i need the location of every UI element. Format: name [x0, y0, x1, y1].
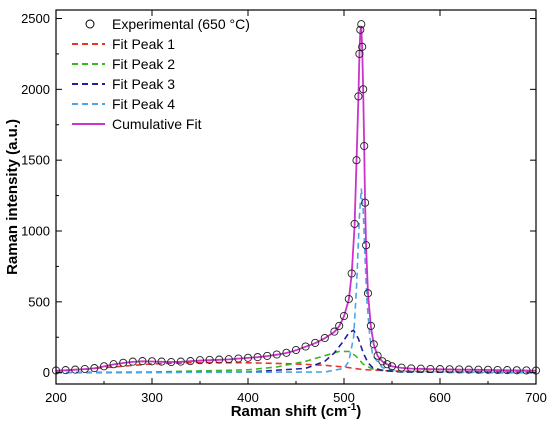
experimental-point — [80, 364, 89, 374]
experimental-point — [263, 351, 272, 360]
x-tick-label: 300 — [141, 390, 163, 405]
experimental-point — [335, 321, 344, 330]
experimental-point — [320, 333, 329, 343]
legend-marker — [85, 19, 95, 29]
experimental-point — [195, 356, 205, 365]
experimental-point — [445, 365, 454, 374]
legend-label: Cumulative Fit — [112, 116, 202, 132]
experimental-point — [347, 269, 356, 278]
experimental-point — [464, 365, 473, 374]
x-tick-label: 200 — [45, 390, 67, 405]
experimental-point — [359, 85, 368, 94]
experimental-point — [61, 366, 70, 375]
experimental-point — [330, 327, 339, 336]
y-tick-label: 1000 — [21, 224, 50, 239]
experimental-point — [243, 353, 253, 362]
experimental-point — [291, 345, 301, 355]
legend-label: Fit Peak 2 — [112, 56, 175, 72]
series-line-fit-peak-4 — [55, 188, 537, 374]
experimental-point — [435, 365, 445, 374]
experimental-point — [474, 365, 483, 374]
y-tick-label: 2500 — [21, 11, 50, 26]
legend-label: Fit Peak 4 — [112, 96, 175, 112]
y-tick-label: 0 — [43, 365, 50, 380]
experimental-point — [344, 294, 353, 304]
experimental-point — [157, 357, 166, 366]
experimental-point — [373, 351, 382, 360]
experimental-point — [361, 198, 370, 207]
experimental-point — [360, 141, 369, 151]
experimental-point — [358, 42, 367, 51]
experimental-point — [387, 362, 397, 371]
experimental-point — [224, 355, 233, 364]
series-line-fit-peak-2 — [55, 350, 537, 374]
x-tick-label: 500 — [333, 390, 355, 405]
experimental-point — [272, 350, 281, 359]
experimental-point — [363, 289, 373, 298]
experimental-point — [167, 357, 176, 367]
experimental-point — [90, 364, 99, 373]
experimental-point — [99, 362, 109, 371]
experimental-point — [407, 364, 416, 373]
experimental-point — [355, 49, 364, 58]
experimental-point — [416, 364, 425, 373]
experimental-point — [176, 357, 185, 366]
experimental-point — [186, 357, 195, 366]
legend-label: Fit Peak 1 — [112, 36, 175, 52]
experimental-point — [301, 342, 310, 351]
y-tick-label: 1500 — [21, 153, 50, 168]
experimental-point — [109, 360, 118, 369]
experimental-point — [426, 364, 435, 374]
legend-label: Experimental (650 °C) — [112, 16, 250, 32]
experimental-point — [215, 355, 224, 364]
experimental-point — [350, 219, 359, 228]
experimental-point — [362, 241, 371, 250]
legend: Experimental (650 °C) Fit Peak 1 Fit Peak … — [72, 16, 250, 132]
experimental-point — [369, 340, 378, 349]
experimental-point — [483, 365, 493, 374]
experimental-point — [455, 365, 464, 374]
series-line-fit-peak-3 — [55, 329, 537, 374]
series-line-cumulative-fit — [55, 26, 537, 372]
experimental-point — [356, 25, 365, 34]
y-tick-label: 500 — [28, 294, 50, 309]
experimental-point — [119, 358, 128, 367]
x-tick-label: 400 — [237, 390, 259, 405]
experimental-point — [253, 353, 262, 362]
experimental-point — [503, 366, 512, 375]
x-tick-label: 600 — [429, 390, 451, 405]
experimental-point — [282, 348, 291, 357]
experimental-point — [378, 357, 387, 366]
experimental-point — [383, 360, 392, 369]
experimental-point — [354, 92, 363, 101]
experimental-point — [397, 363, 406, 372]
x-tick-label: 700 — [525, 390, 547, 405]
experimental-point — [147, 357, 157, 366]
experimental-point — [234, 354, 243, 363]
fit-lines-layer — [55, 26, 537, 374]
experimental-point — [205, 355, 214, 364]
experimental-point — [352, 156, 361, 165]
experimental-point — [138, 357, 147, 366]
experimental-point — [357, 20, 366, 29]
legend-label: Fit Peak 3 — [112, 76, 175, 92]
axis-ticks-layer: 200 300 400 500 600 700 0 500 1000 1500 2000 2500 — [21, 10, 547, 405]
experimental-point — [71, 365, 80, 374]
y-tick-label: 2000 — [21, 82, 50, 97]
experimental-point — [366, 321, 375, 330]
experimental-point — [128, 357, 137, 366]
experimental-point — [493, 365, 502, 375]
experimental-point — [522, 366, 531, 375]
experimental-point — [512, 366, 521, 375]
experimental-point — [339, 311, 349, 321]
experimental-point — [311, 338, 320, 347]
y-axis-title: Raman intensity (a.u.) — [4, 119, 21, 275]
experimental-points-layer — [51, 20, 541, 375]
x-axis-title: Raman shift (cm-1) — [231, 402, 362, 420]
